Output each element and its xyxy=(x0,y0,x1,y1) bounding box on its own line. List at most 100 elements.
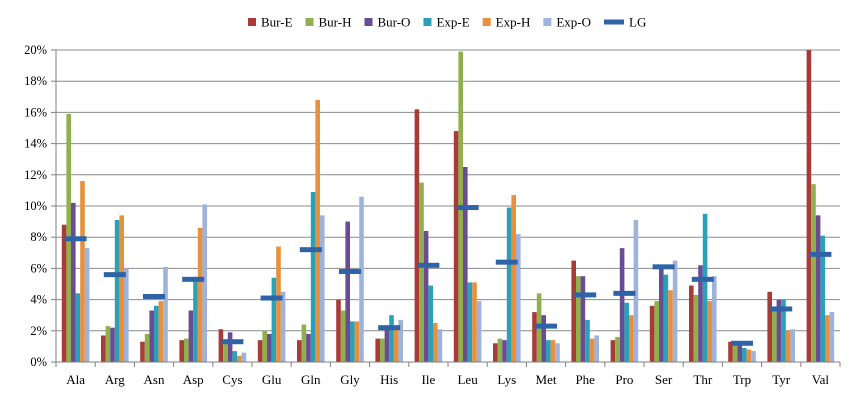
legend-swatch xyxy=(305,18,314,26)
bar-bur-o-ser xyxy=(659,265,664,362)
x-tick-label: Gly xyxy=(340,372,360,387)
bar-exp-e-leu xyxy=(467,282,473,362)
y-tick-label: 18% xyxy=(24,74,47,88)
y-tick-label: 8% xyxy=(30,230,47,244)
bar-exp-o-ala xyxy=(84,248,90,362)
bar-exp-e-phe xyxy=(585,319,590,362)
bar-exp-e-ala xyxy=(75,293,81,362)
bar-bur-h-glu xyxy=(262,330,267,362)
x-tick-label: Tyr xyxy=(772,372,791,387)
bar-bur-h-gly xyxy=(340,310,346,362)
bar-bur-o-thr xyxy=(698,265,703,362)
lg-marker-met xyxy=(535,323,557,329)
bar-bur-o-his xyxy=(384,327,390,362)
bar-bur-o-glu xyxy=(267,333,272,362)
bar-bur-e-thr xyxy=(689,285,694,362)
bar-bur-e-cys xyxy=(218,329,224,362)
bar-bur-e-glu xyxy=(257,340,263,362)
bar-exp-o-gly xyxy=(359,196,364,362)
legend-label: Bur-E xyxy=(261,15,293,30)
bar-bur-h-cys xyxy=(223,341,228,362)
lg-markers xyxy=(64,205,832,346)
bar-exp-o-tyr xyxy=(790,329,795,362)
x-tick-label: Cys xyxy=(222,372,242,387)
bar-bur-e-tyr xyxy=(767,291,772,362)
lg-marker-ser xyxy=(652,264,675,270)
bar-bur-o-arg xyxy=(110,327,115,362)
bar-exp-e-lys xyxy=(506,207,512,362)
y-tick-label: 0% xyxy=(30,355,47,369)
lg-marker-glu xyxy=(260,295,283,301)
bar-exp-e-thr xyxy=(702,213,708,362)
bars xyxy=(61,50,835,363)
bar-exp-h-cys xyxy=(237,355,242,362)
bar-bur-o-gly xyxy=(345,221,350,362)
gridlines xyxy=(51,49,840,363)
bar-exp-h-ala xyxy=(80,181,85,362)
legend-swatch xyxy=(604,19,625,25)
x-tick-label: Ile xyxy=(422,372,436,387)
bar-exp-o-cys xyxy=(241,352,247,362)
bar-exp-h-his xyxy=(393,327,399,362)
bar-bur-e-lys xyxy=(493,343,498,362)
bar-bur-e-gln xyxy=(297,340,302,362)
bar-bur-h-asp xyxy=(184,338,189,362)
bar-exp-e-ser xyxy=(663,274,669,362)
lg-marker-ala xyxy=(64,236,87,242)
bar-bur-h-asn xyxy=(144,333,150,362)
bar-bur-o-trp xyxy=(737,344,742,362)
bar-exp-o-glu xyxy=(280,291,286,362)
lg-marker-asn xyxy=(143,293,165,299)
x-tick-label: Gln xyxy=(301,372,321,387)
bar-bur-h-arg xyxy=(105,326,111,362)
x-tick-label: Lys xyxy=(497,372,516,387)
bar-exp-o-lys xyxy=(516,234,521,362)
legend-swatch xyxy=(248,18,256,26)
bar-exp-e-gln xyxy=(310,191,316,362)
bar-bur-h-ser xyxy=(654,301,659,362)
y-tick-label: 14% xyxy=(24,137,47,151)
x-tick-label: Val xyxy=(812,372,830,387)
lg-marker-gln xyxy=(299,247,322,253)
y-tick-labels: 0% 2% 4% 6% 8% 10% 12% 14% 16% 18% 20% xyxy=(24,43,47,369)
bar-exp-h-asp xyxy=(197,227,203,362)
bar-bur-o-cys xyxy=(227,332,233,362)
bar-bur-o-leu xyxy=(463,167,468,362)
bar-exp-h-ile xyxy=(433,323,438,362)
y-tick-label: 16% xyxy=(24,105,47,119)
bar-exp-e-met xyxy=(546,340,551,362)
bar-bur-e-val xyxy=(806,50,812,362)
bar-exp-h-arg xyxy=(119,215,124,362)
x-tick-label: Arg xyxy=(105,372,125,387)
lg-marker-his xyxy=(378,325,401,331)
bar-bur-e-asn xyxy=(140,341,145,362)
bar-exp-o-asn xyxy=(163,266,168,362)
bar-exp-h-asn xyxy=(158,301,164,362)
bar-exp-o-his xyxy=(398,319,403,362)
bar-bur-o-gln xyxy=(306,333,311,362)
legend-item-exp-o: Exp-O xyxy=(543,15,591,30)
bar-exp-h-ser xyxy=(668,290,673,362)
bar-bur-h-his xyxy=(380,338,385,362)
lg-marker-val xyxy=(809,251,832,257)
bar-exp-h-tyr xyxy=(785,330,791,362)
x-tick-label: Asn xyxy=(144,372,165,387)
bar-bur-e-trp xyxy=(728,341,733,362)
bar-bur-o-val xyxy=(815,215,821,362)
bar-bur-e-asp xyxy=(179,340,184,362)
bar-exp-e-asp xyxy=(193,277,198,362)
bar-exp-o-pro xyxy=(633,220,639,362)
x-tick-label: Ser xyxy=(655,372,673,387)
bar-bur-e-phe xyxy=(571,260,576,362)
bar-bur-h-val xyxy=(811,184,816,362)
legend-item-bur-e: Bur-E xyxy=(248,15,293,30)
bar-bur-h-gln xyxy=(301,324,307,362)
bar-exp-o-leu xyxy=(476,301,482,362)
legend-label: LG xyxy=(629,15,646,30)
bar-exp-o-phe xyxy=(594,335,599,362)
bar-exp-o-arg xyxy=(124,268,129,362)
legend-swatch xyxy=(543,18,552,26)
legend-swatch xyxy=(482,18,491,26)
lg-marker-cys xyxy=(221,339,244,345)
